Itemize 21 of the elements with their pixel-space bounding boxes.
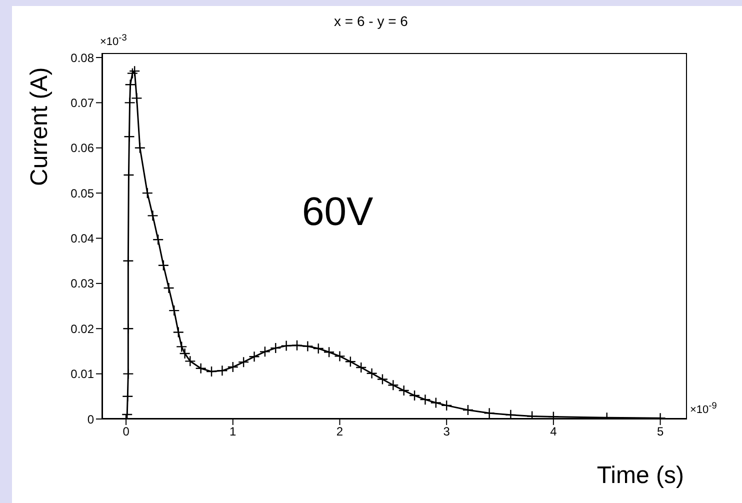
annotation: 60V	[302, 190, 374, 234]
x-tick-label: 4	[550, 424, 558, 439]
x-tick-label: 2	[336, 424, 344, 439]
y-tick-label: 0	[87, 412, 94, 426]
x-tick-label: 5	[656, 424, 664, 439]
y-tick-label: 0.05	[70, 186, 94, 200]
y-tick-label: 0.04	[70, 232, 94, 246]
x-tick-label: 0	[122, 424, 130, 439]
y-tick-label: 0.07	[70, 96, 94, 110]
x-tick-label: 1	[230, 424, 237, 439]
chart-title: x = 6 - y = 6	[333, 13, 409, 29]
x-tick-label: 3	[443, 424, 450, 439]
y-tick-label: 0.01	[70, 367, 94, 382]
y-tick-label: 0.02	[70, 322, 94, 336]
y-tick-label: 0.08	[70, 50, 94, 65]
x-axis-title: Time (s)	[596, 462, 684, 490]
y-axis-title: Current (A)	[26, 67, 54, 186]
text: ×10$^{-9}$	[690, 400, 717, 416]
y-tick-label: 0.03	[70, 276, 94, 291]
text: ×10$^{-3}$	[100, 32, 127, 48]
y-tick-label: 0.06	[70, 141, 94, 156]
